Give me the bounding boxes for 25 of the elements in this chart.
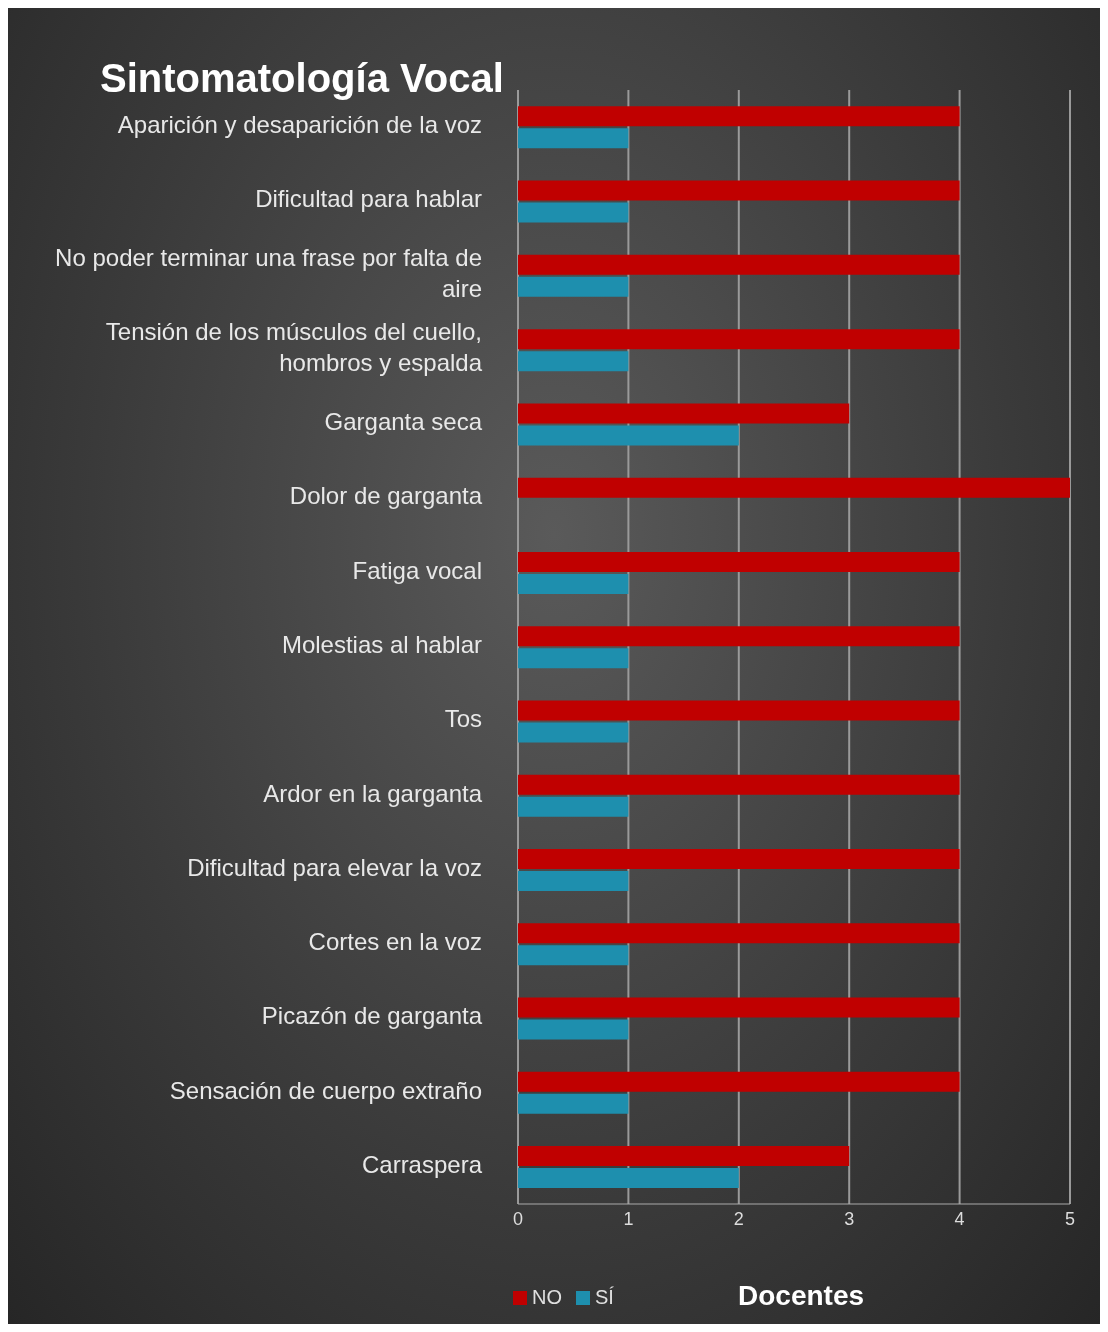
y-tick-label: Dificultad para elevar la voz — [187, 854, 482, 882]
y-tick-label: Fatiga vocal — [352, 557, 482, 585]
y-tick-label: Dolor de garganta — [289, 482, 483, 510]
x-tick-label: 5 — [1064, 1208, 1076, 1229]
x-tick-label: 0 — [512, 1208, 524, 1229]
y-tick-label: Tos — [444, 705, 482, 733]
y-tick-label: Ardor en la garganta — [263, 779, 483, 807]
y-tick-label: Dificultad para hablar — [255, 185, 482, 213]
x-tick-label: 4 — [954, 1208, 965, 1229]
legend-label: NO — [532, 1286, 562, 1309]
x-tick-label: 2 — [733, 1208, 744, 1229]
chart-title: Sintomatología Vocal — [100, 56, 504, 101]
y-tick-label: Carraspera — [361, 1151, 483, 1179]
y-tick-label: Picazón de garganta — [261, 1002, 483, 1030]
y-tick-label: Sensación de cuerpo extraño — [169, 1076, 482, 1104]
x-tick-label: 1 — [623, 1208, 634, 1229]
y-tick-label: Garganta seca — [324, 408, 483, 436]
y-tick-label: Molestias al hablar — [281, 631, 482, 659]
x-tick-label: 3 — [844, 1208, 855, 1229]
y-tick-label: No poder terminar una frase por falta de aire — [55, 244, 482, 303]
y-tick-label: Tensión de los músculos del cuello, hombros y espalda — [105, 318, 483, 377]
y-tick-label: Cortes en la voz — [308, 928, 482, 956]
x-axis-title: Docentes — [738, 1280, 865, 1312]
y-tick-label: Aparición y desaparición de la voz — [117, 111, 482, 139]
legend-label: SÍ — [595, 1286, 614, 1309]
